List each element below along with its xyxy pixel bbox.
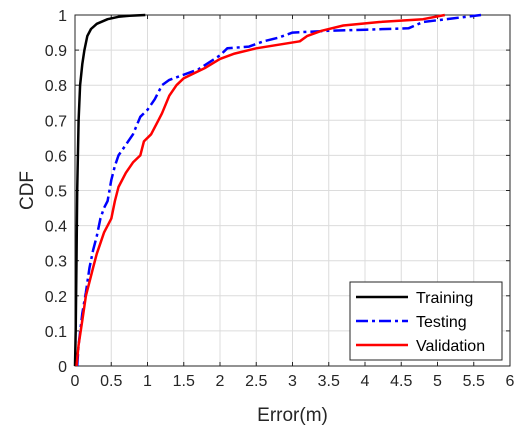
x-axis-label: Error(m) bbox=[257, 405, 328, 426]
y-tick-label: 1 bbox=[58, 8, 67, 25]
series-line-training bbox=[73, 13, 146, 367]
series-layer bbox=[73, 13, 482, 367]
legend-label-training: Training bbox=[416, 290, 473, 307]
y-tick-label: 0.8 bbox=[45, 78, 67, 95]
y-axis-label: CDF bbox=[17, 171, 38, 210]
x-tick-label: 1.5 bbox=[173, 373, 195, 390]
x-tick-label: 0 bbox=[71, 373, 80, 390]
y-tick-label: 0.6 bbox=[45, 148, 67, 165]
axis-ticks: 0 0.5 1 1.5 2 2.5 3 3.5 4 4.5 5 5.5 6 0 0.1 0.2 0.3 0.4 0.… bbox=[45, 8, 515, 390]
x-tick-label: 3 bbox=[288, 373, 297, 390]
legend-label-validation: Validation bbox=[416, 338, 485, 355]
y-tick-label: 0.7 bbox=[45, 113, 67, 130]
y-tick-label: 0 bbox=[58, 359, 67, 376]
y-tick-label: 0.1 bbox=[45, 324, 67, 341]
x-tick-label: 5.5 bbox=[463, 373, 485, 390]
x-tick-label: 2.5 bbox=[245, 373, 267, 390]
x-tick-label: 4 bbox=[361, 373, 370, 390]
y-tick-label: 0.2 bbox=[45, 289, 67, 306]
x-tick-label: 4.5 bbox=[390, 373, 412, 390]
series-line-testing bbox=[75, 13, 482, 367]
x-tick-label: 5 bbox=[433, 373, 442, 390]
x-tick-label: 1 bbox=[143, 373, 152, 390]
legend-label-testing: Testing bbox=[416, 314, 467, 331]
x-tick-label: 0.5 bbox=[100, 373, 122, 390]
x-tick-label: 3.5 bbox=[318, 373, 340, 390]
y-tick-label: 0.4 bbox=[45, 219, 67, 236]
x-tick-label: 6 bbox=[506, 373, 515, 390]
y-tick-label: 0.5 bbox=[45, 184, 67, 201]
x-tick-label: 2 bbox=[216, 373, 225, 390]
y-tick-label: 0.9 bbox=[45, 43, 67, 60]
y-tick-label: 0.3 bbox=[45, 254, 67, 271]
series-line-validation bbox=[75, 13, 446, 367]
legend-box bbox=[349, 281, 503, 361]
legend: Training Testing Validation bbox=[349, 281, 503, 361]
